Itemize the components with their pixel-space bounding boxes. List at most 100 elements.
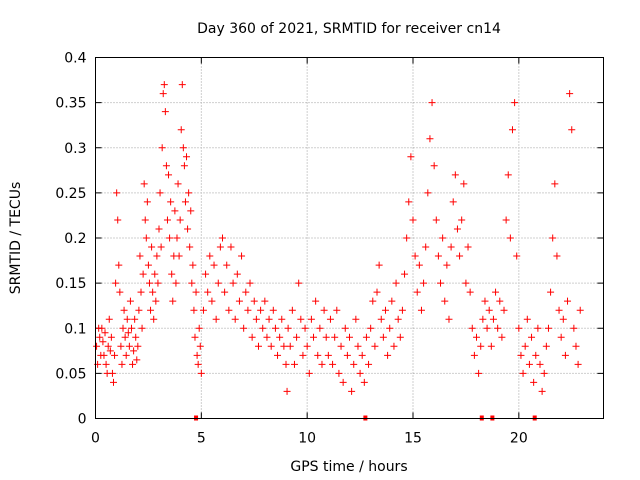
data-point	[329, 360, 337, 368]
data-point	[473, 333, 480, 341]
data-point	[196, 342, 204, 350]
data-point	[163, 216, 171, 224]
data-point	[161, 108, 169, 116]
data-point	[542, 342, 550, 350]
data-point	[219, 234, 226, 242]
data-point	[422, 243, 430, 251]
data-point	[398, 306, 406, 314]
data-point	[284, 324, 292, 332]
data-point	[570, 324, 578, 332]
data-point	[221, 288, 229, 296]
y-tick-label: 0.05	[55, 366, 86, 382]
data-point	[572, 342, 580, 350]
data-point	[544, 324, 552, 332]
data-point	[119, 324, 127, 332]
data-point	[462, 279, 470, 287]
data-point	[381, 306, 389, 314]
data-point	[271, 324, 279, 332]
data-point	[139, 270, 147, 278]
data-point	[153, 252, 161, 260]
x-tick-label: 5	[197, 431, 206, 447]
data-point	[299, 351, 307, 359]
data-point	[149, 288, 157, 296]
data-point	[297, 315, 305, 323]
x-axis-label: GPS time / hours	[290, 459, 407, 475]
y-tick-label: 0.4	[64, 51, 86, 67]
data-point	[133, 356, 141, 364]
data-point	[142, 234, 150, 242]
data-point	[278, 315, 286, 323]
data-point	[485, 306, 493, 314]
data-point	[214, 279, 222, 287]
data-point	[517, 351, 525, 359]
data-point	[206, 252, 214, 260]
y-tick-label: 0.1	[64, 321, 86, 337]
data-point	[130, 347, 138, 355]
data-point	[519, 369, 527, 377]
data-point	[158, 144, 166, 152]
data-point	[470, 351, 478, 359]
data-point	[407, 153, 415, 161]
data-point	[124, 329, 132, 337]
data-point	[179, 144, 187, 152]
data-point	[125, 342, 133, 350]
data-point	[202, 270, 210, 278]
data-point	[362, 333, 370, 341]
data-point	[301, 324, 309, 332]
y-tick-label: 0.25	[55, 186, 86, 202]
data-point	[547, 288, 555, 296]
data-point	[379, 333, 387, 341]
data-point	[178, 81, 186, 89]
data-point	[494, 324, 502, 332]
data-point	[515, 324, 523, 332]
data-point	[303, 342, 311, 350]
data-point	[126, 297, 134, 305]
data-point	[123, 315, 131, 323]
data-point	[108, 369, 116, 377]
data-point	[477, 342, 485, 350]
data-point	[141, 216, 149, 224]
data-point	[190, 306, 198, 314]
data-point	[574, 360, 582, 368]
data-point	[441, 297, 449, 305]
data-point	[280, 342, 288, 350]
data-point	[138, 324, 146, 332]
data-point	[225, 306, 233, 314]
data-point	[193, 351, 201, 359]
data-point	[166, 234, 174, 242]
data-point	[475, 369, 483, 377]
data-point	[528, 333, 536, 341]
data-point	[428, 99, 436, 107]
data-point	[388, 297, 396, 305]
data-point	[564, 297, 572, 305]
data-point	[118, 360, 126, 368]
data-point	[557, 333, 565, 341]
data-point	[350, 360, 358, 368]
data-point	[305, 369, 313, 377]
data-point	[151, 270, 159, 278]
y-tick-label: 0.15	[55, 276, 86, 292]
data-point	[375, 261, 383, 269]
x-tick-label: 10	[298, 431, 316, 447]
data-point	[143, 198, 151, 206]
data-point	[252, 315, 260, 323]
data-point	[116, 288, 124, 296]
data-point	[254, 342, 262, 350]
data-point	[223, 261, 231, 269]
data-point	[396, 333, 404, 341]
data-point	[263, 333, 271, 341]
data-point	[240, 324, 248, 332]
data-point	[420, 279, 428, 287]
data-point	[335, 369, 343, 377]
data-point	[127, 324, 135, 332]
data-point	[392, 279, 400, 287]
data-point	[551, 180, 559, 188]
data-point	[242, 288, 250, 296]
data-point	[483, 324, 491, 332]
data-point	[102, 360, 110, 368]
data-point	[479, 315, 487, 323]
data-point	[132, 333, 140, 341]
data-point	[172, 279, 180, 287]
data-point	[409, 216, 417, 224]
